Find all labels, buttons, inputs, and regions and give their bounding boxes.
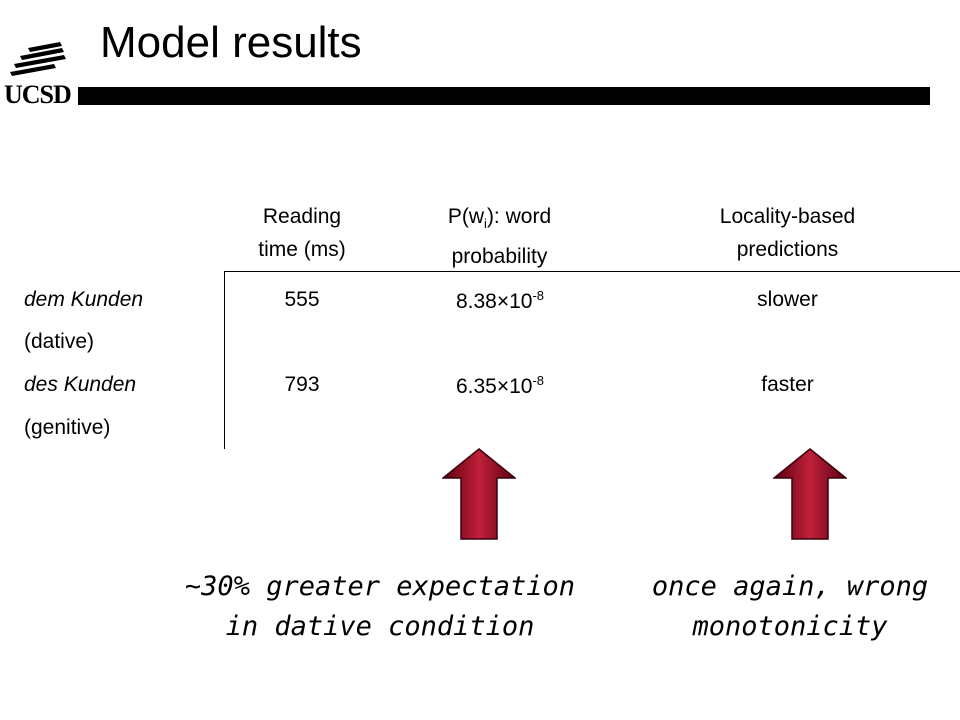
header-prob-sub: i [484, 216, 487, 232]
header-prob-line1: P(wi): word [412, 200, 587, 240]
row-1-phrase: dem Kunden [24, 288, 144, 311]
row-2-prob-base: 6.35×10 [455, 375, 533, 398]
row-2-reading-time: 793 [284, 373, 320, 396]
note-expectation-line1: ~30% greater expectation [184, 571, 576, 602]
row-2-prediction: faster [761, 373, 814, 396]
header-word-probability: P(wi): word probability [412, 200, 587, 273]
row-1-probability: 8.38×10-8 [410, 288, 590, 314]
row-2-probability: 6.35×10-8 [410, 373, 590, 399]
row-1-reading-time: 555 [284, 288, 320, 311]
title-underline-bar [78, 87, 930, 105]
row-1-case: (dative) [24, 330, 95, 353]
row-1-prob-exp: -8 [532, 288, 545, 303]
table-label-rule [224, 271, 225, 449]
note-expectation-line2: in dative condition [225, 611, 535, 642]
slide-title: Model results [100, 18, 362, 67]
row-2-prob-exp: -8 [532, 373, 545, 388]
note-expectation: ~30% greater expectation in dative condi… [160, 567, 600, 647]
header-reading-time: Reading time (ms) [232, 200, 372, 266]
row-1-prediction: slower [757, 288, 818, 311]
header-prob-post: ): word [486, 205, 552, 228]
header-reading-time-line2: time (ms) [258, 238, 346, 261]
note-monotonicity-line2: monotonicity [692, 611, 888, 642]
row-1-prob-base: 8.38×10 [455, 290, 533, 313]
up-arrow-icon [442, 448, 516, 540]
row-2-case: (genitive) [24, 416, 111, 439]
table-header-rule [225, 271, 960, 272]
header-locality-line2: predictions [736, 238, 839, 261]
note-monotonicity-line1: once again, wrong [651, 571, 929, 602]
up-arrow-icon [773, 448, 847, 540]
header-reading-time-line1: Reading [262, 205, 342, 228]
ucsd-logo-text: UCSD [4, 80, 72, 109]
header-locality-line1: Locality-based [719, 205, 856, 228]
row-2-phrase: des Kunden [24, 373, 137, 396]
header-locality-predictions: Locality-based predictions [660, 200, 915, 266]
note-monotonicity: once again, wrong monotonicity [630, 567, 950, 647]
header-prob-line2: probability [451, 245, 548, 269]
ucsd-wave-logo-icon [10, 42, 66, 76]
header-prob-pre: P(w [447, 205, 485, 228]
